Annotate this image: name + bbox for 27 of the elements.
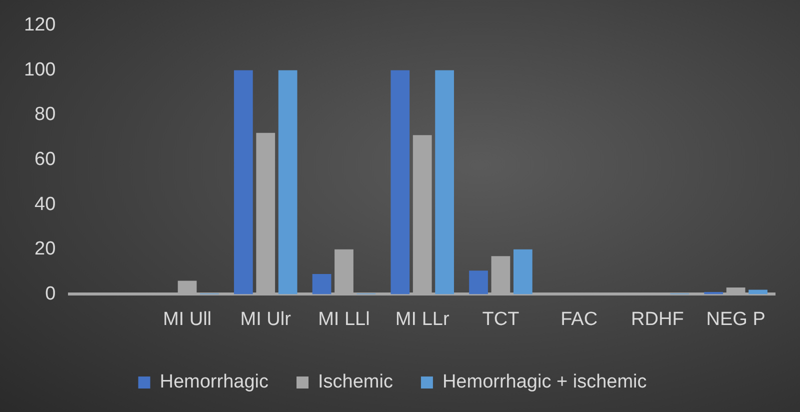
x-tick-label: MI Ull [162, 308, 212, 330]
y-tick-label: 120 [24, 14, 56, 36]
x-tick-label: NEG P [706, 308, 766, 330]
legend-label: Hemorrhagic + ischemic [442, 372, 647, 393]
bar [278, 70, 298, 294]
bar [469, 270, 488, 294]
x-tick-label: RDHF [631, 308, 684, 330]
y-tick-label: 60 [34, 149, 56, 170]
y-tick-label: 40 [34, 194, 56, 215]
legend-label: Ischemic [318, 372, 393, 393]
bar [234, 70, 253, 294]
x-tick-label: MI Ulr [240, 308, 292, 330]
x-tick-label: MI LLr [395, 308, 450, 330]
y-tick-label: 0 [45, 283, 56, 304]
x-tick-label: FAC [560, 308, 598, 330]
y-tick-label: 80 [34, 104, 56, 126]
bar [435, 70, 454, 294]
x-tick-label: TCT [482, 308, 520, 330]
x-tick-label: MI LLl [318, 308, 370, 330]
bar [312, 274, 332, 294]
y-tick-label: 20 [34, 238, 56, 260]
bar [390, 70, 410, 294]
legend-label: Hemorrhagic [160, 372, 268, 393]
bar [513, 249, 532, 294]
bar [748, 290, 768, 294]
bar [704, 292, 724, 294]
y-tick-label: 100 [24, 59, 56, 80]
